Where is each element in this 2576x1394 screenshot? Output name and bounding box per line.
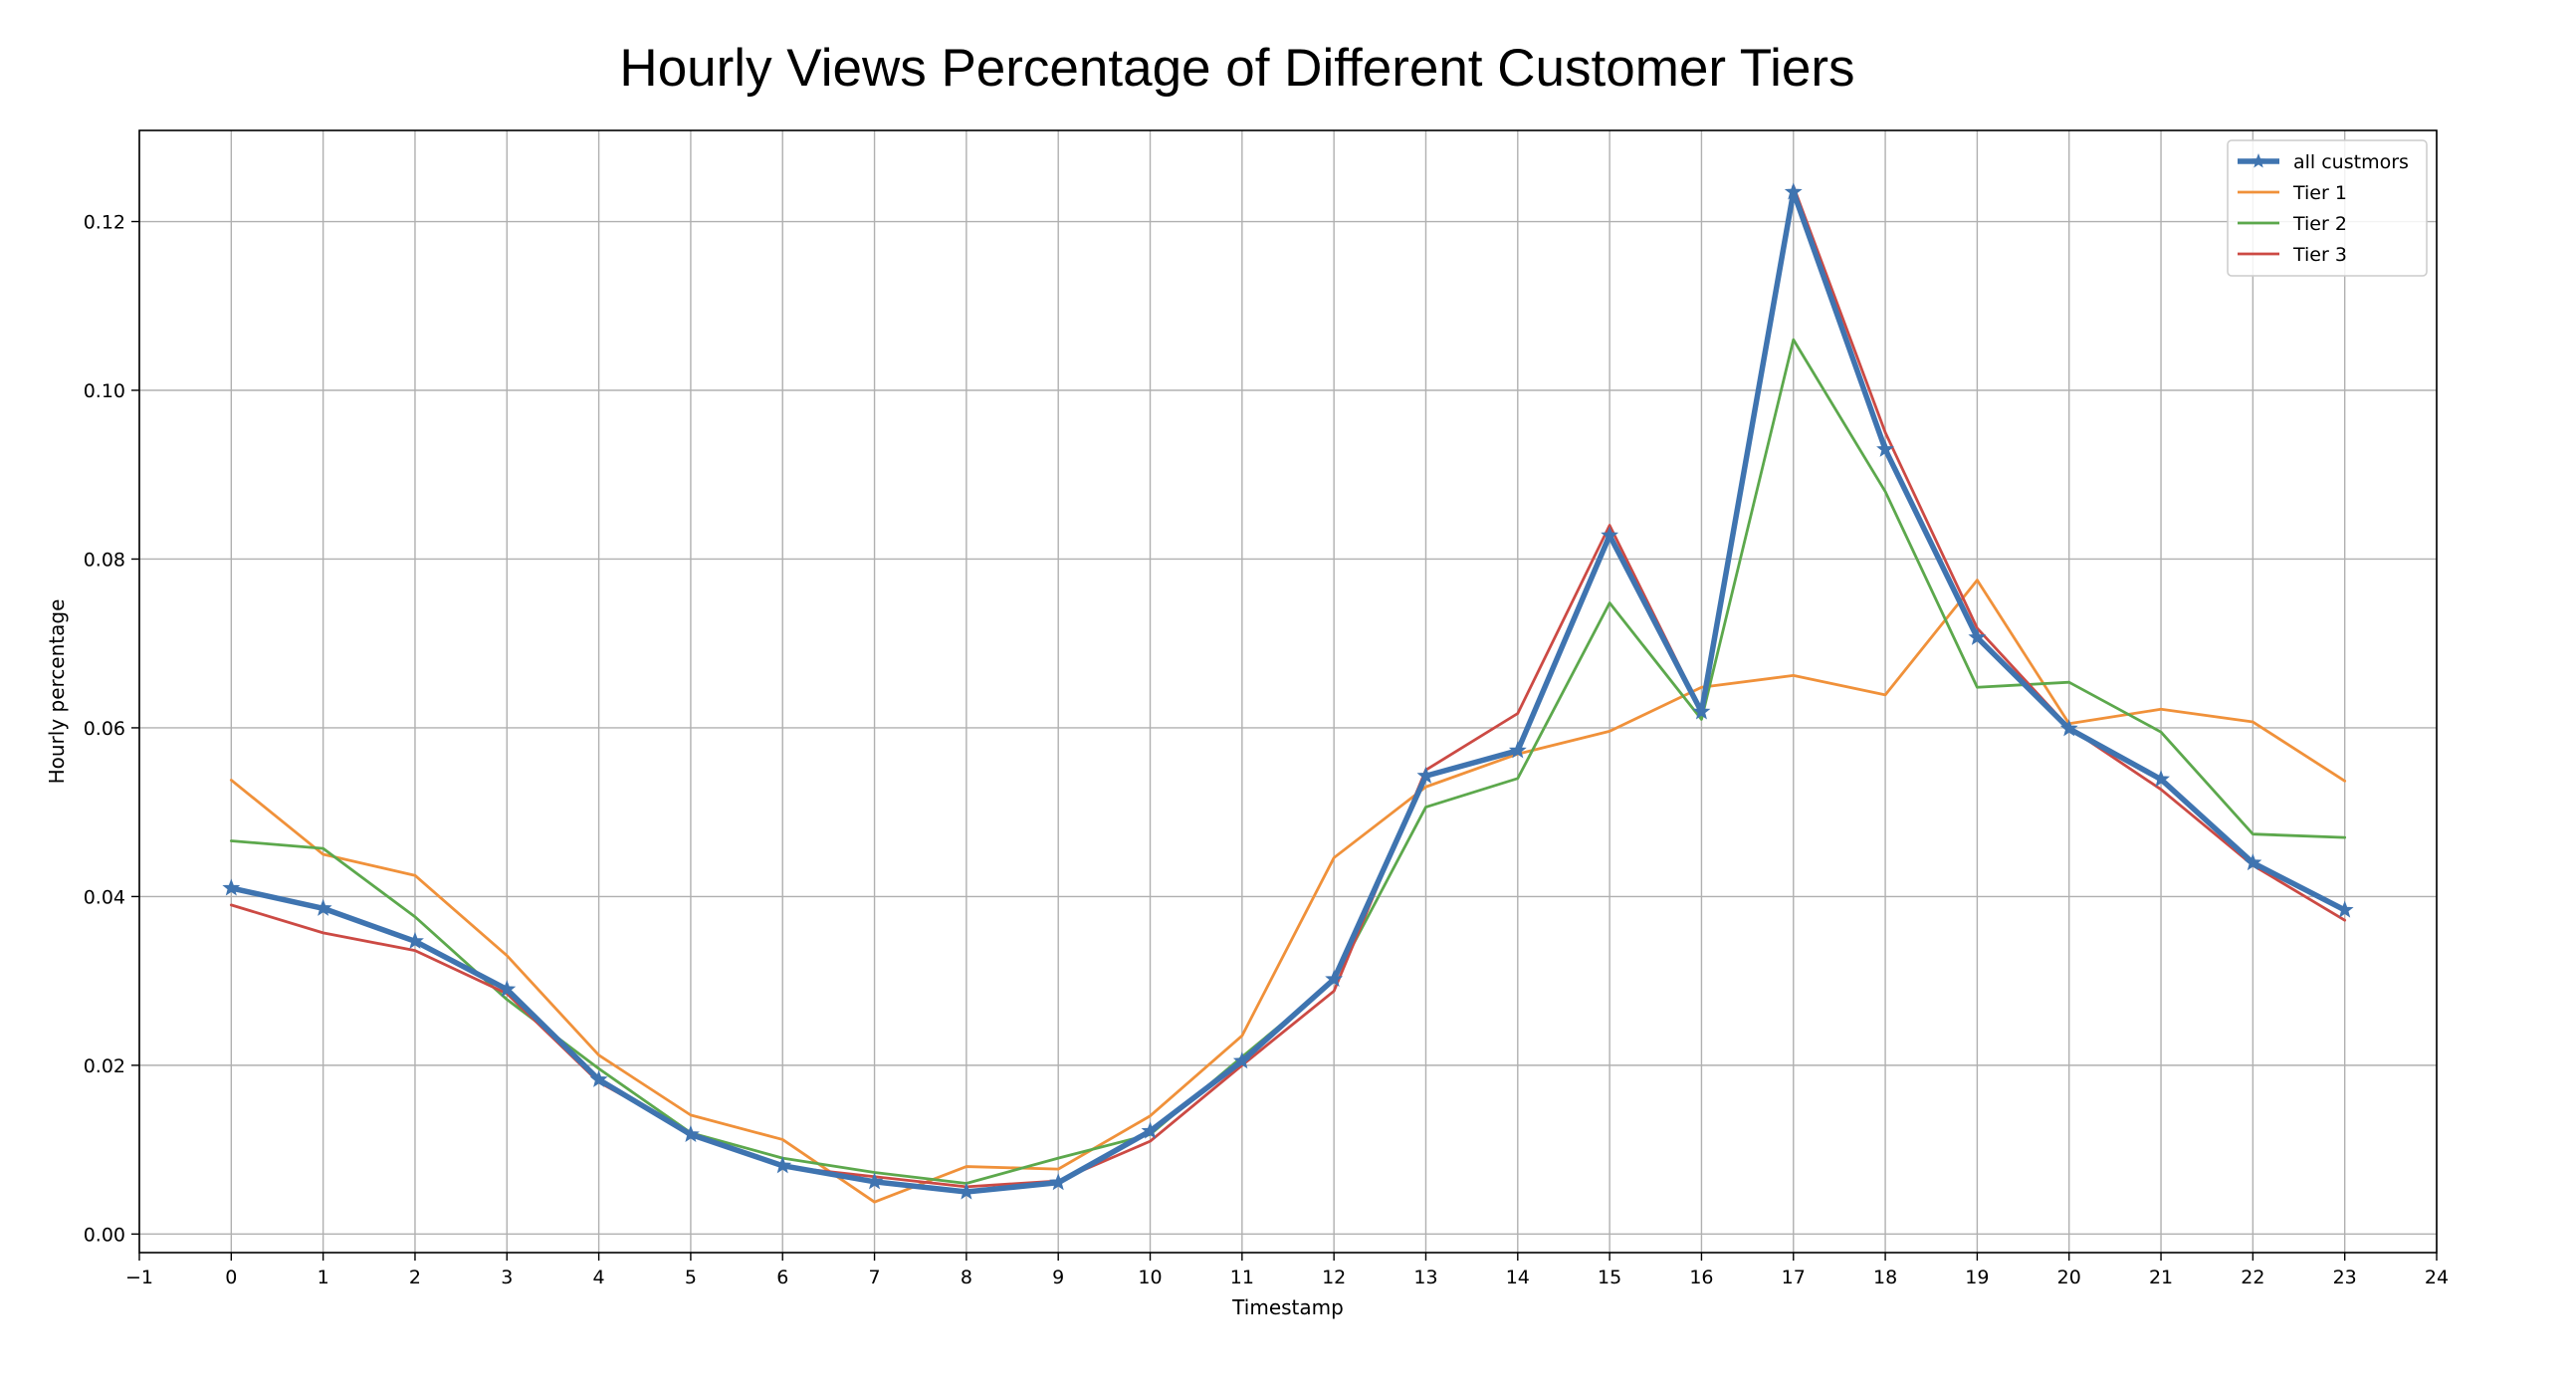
x-axis-label: Timestamp	[1231, 1295, 1344, 1319]
x-tick-label: 7	[869, 1267, 881, 1288]
data-point	[865, 1172, 884, 1190]
data-point	[406, 931, 424, 949]
legend-label: all custmors	[2293, 151, 2409, 173]
data-point	[1232, 1051, 1251, 1069]
x-tick-label: 9	[1052, 1267, 1064, 1288]
series-tier-1	[229, 579, 2347, 1204]
x-tick-label: 4	[593, 1267, 605, 1288]
legend-label: Tier 2	[2292, 213, 2347, 235]
data-point	[314, 898, 332, 916]
x-tick-label: 18	[1873, 1267, 1897, 1288]
x-tick-label: 5	[685, 1267, 697, 1288]
y-tick-label: 0.06	[84, 718, 125, 740]
data-point	[1141, 1121, 1160, 1139]
data-point	[1601, 526, 1619, 544]
x-tick-label: 22	[2241, 1267, 2264, 1288]
data-point	[1876, 439, 1895, 457]
legend-label: Tier 3	[2292, 244, 2347, 266]
x-tick-label: 16	[1689, 1267, 1713, 1288]
axis-ticks: −1 0 1 2 3 4 5 6 7 8 9 10 11 12 13 14 15 16 17 18 19 20 21 22 23…	[84, 212, 2449, 1288]
data-point	[1049, 1173, 1068, 1191]
data-point	[222, 878, 241, 896]
plot-area	[138, 129, 2438, 1254]
legend-marker	[2251, 153, 2266, 168]
series-line	[229, 338, 2347, 1185]
series-tier-2	[229, 338, 2347, 1185]
data-point	[957, 1182, 975, 1200]
x-tick-label: 14	[1506, 1267, 1530, 1288]
data-point	[2152, 770, 2170, 788]
x-tick-label: 19	[1965, 1267, 1989, 1288]
x-tick-label: 17	[1782, 1267, 1806, 1288]
data-point	[1325, 970, 1344, 988]
legend-box	[2227, 139, 2428, 277]
series-all-custmors	[222, 182, 2354, 1200]
y-tick-label: 0.02	[84, 1055, 125, 1077]
legend-item: Tier 3	[2238, 244, 2347, 266]
data-point	[773, 1156, 792, 1174]
data-point	[1508, 741, 1527, 759]
data-point	[589, 1069, 608, 1087]
data-point	[1692, 702, 1711, 720]
series-line	[228, 189, 2348, 1195]
x-tick-label: 15	[1598, 1267, 1621, 1288]
legend: all custmors Tier 1 Tier 2 Tier 3	[2227, 139, 2428, 277]
series-lines	[222, 182, 2354, 1204]
data-point	[1784, 182, 1803, 200]
x-tick-label: 1	[318, 1267, 329, 1288]
x-tick-label: 2	[409, 1267, 421, 1288]
chart-title: Hourly Views Percentage of Different Cus…	[619, 39, 1854, 98]
x-tick-label: 0	[225, 1267, 237, 1288]
y-tick-label: 0.10	[84, 380, 125, 402]
x-tick-label: 10	[1138, 1267, 1162, 1288]
series-line	[229, 579, 2347, 1204]
legend-item: Tier 1	[2238, 182, 2347, 204]
data-point	[498, 980, 517, 998]
y-tick-label: 0.04	[84, 886, 125, 908]
data-point	[681, 1124, 700, 1142]
x-tick-label: 6	[776, 1267, 788, 1288]
gridlines	[138, 130, 2438, 1253]
x-tick-label: 21	[2149, 1267, 2173, 1288]
legend-item: Tier 2	[2238, 213, 2347, 235]
x-tick-label: −1	[125, 1267, 153, 1288]
legend-label: Tier 1	[2292, 182, 2347, 204]
y-axis-label: Hourly percentage	[45, 599, 69, 785]
x-tick-label: 11	[1230, 1267, 1254, 1288]
data-point	[2335, 900, 2354, 918]
data-point	[2059, 719, 2078, 737]
x-tick-label: 20	[2057, 1267, 2081, 1288]
x-tick-label: 23	[2333, 1267, 2357, 1288]
y-tick-label: 0.00	[84, 1224, 125, 1246]
x-tick-label: 12	[1322, 1267, 1346, 1288]
data-point	[1416, 766, 1435, 784]
legend-item: all custmors	[2238, 151, 2409, 173]
data-point	[2244, 853, 2262, 871]
x-tick-label: 24	[2425, 1267, 2449, 1288]
x-tick-label: 13	[1413, 1267, 1437, 1288]
x-tick-label: 3	[501, 1267, 513, 1288]
y-tick-label: 0.12	[84, 212, 125, 234]
y-tick-label: 0.08	[84, 549, 125, 571]
data-point	[1968, 627, 1987, 645]
x-tick-label: 8	[961, 1267, 972, 1288]
